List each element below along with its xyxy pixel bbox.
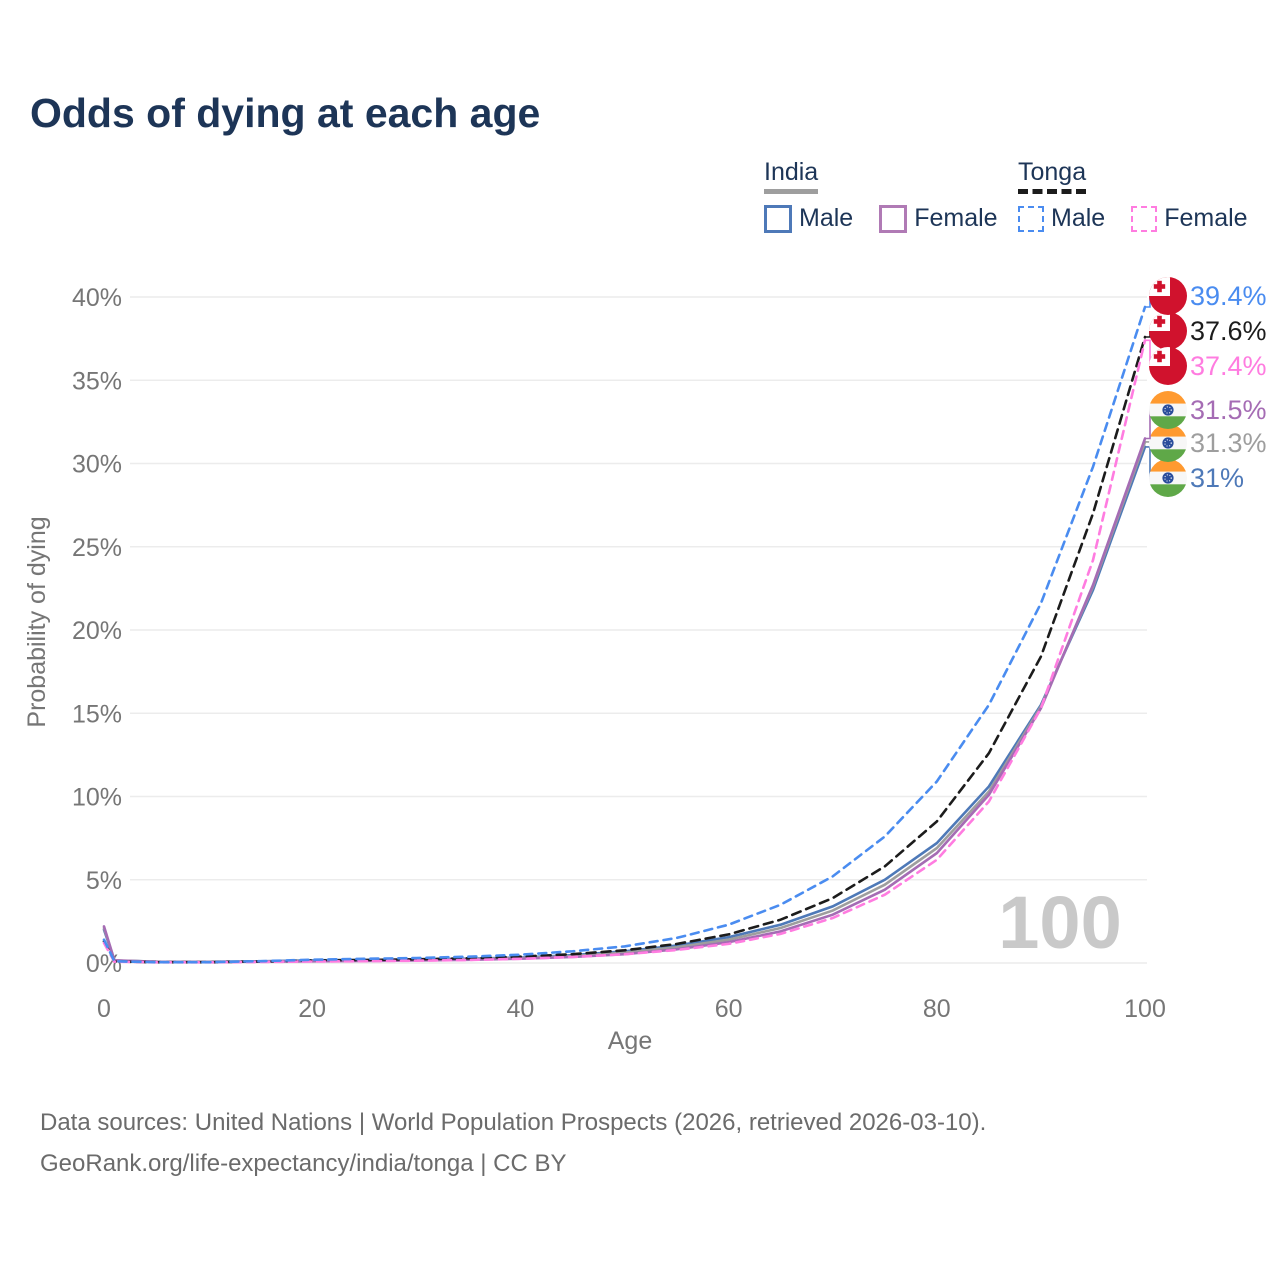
end-value-label-india-total: 31.3%	[1190, 428, 1267, 458]
series-line-india-female[interactable]	[102, 437, 1147, 964]
x-tick-label-100: 100	[1124, 995, 1166, 1023]
age-watermark: 100	[998, 881, 1121, 964]
end-value-label-tonga-total: 37.6%	[1190, 316, 1267, 346]
x-tick-label-60: 60	[715, 995, 743, 1023]
legend-label-india-male: Male	[799, 204, 854, 232]
end-value-label-tonga-male: 39.4%	[1190, 281, 1267, 311]
series-line-india-total[interactable]	[102, 440, 1147, 964]
data-sources-text: Data sources: United Nations | World Pop…	[40, 1109, 987, 1136]
footer: Data sources: United Nations | World Pop…	[40, 1102, 986, 1184]
y-tick-label-0: 0%	[86, 950, 122, 978]
x-axis-title: Age	[608, 1027, 652, 1055]
y-tick-label-40: 40%	[72, 284, 122, 312]
series-line-tonga-male[interactable]	[102, 305, 1147, 964]
series-line-india-male[interactable]	[102, 445, 1147, 964]
page-title: Odds of dying at each age	[30, 90, 541, 136]
x-tick-label-40: 40	[506, 995, 534, 1023]
x-tick-label-80: 80	[923, 995, 951, 1023]
y-tick-label-15: 15%	[72, 700, 122, 728]
india-flag-icon	[1149, 459, 1187, 497]
legend-swatch-india-male	[764, 204, 792, 233]
x-tick-label-0: 0	[97, 995, 111, 1023]
series-line-tonga-total[interactable]	[102, 335, 1147, 964]
legend-label-india-female: Female	[914, 204, 998, 232]
india-flag-icon	[1149, 391, 1187, 429]
legend-item-india-male[interactable]: Male	[764, 204, 853, 233]
y-tick-label-10: 10%	[72, 784, 122, 812]
legend-group-india: India Male Female	[764, 158, 998, 233]
legend-label-tonga-male: Male	[1051, 204, 1106, 232]
tonga-flag-icon	[1149, 277, 1187, 315]
y-tick-label-5: 5%	[86, 867, 122, 895]
legend-country-india[interactable]: India	[764, 158, 819, 194]
x-tick-label-20: 20	[298, 995, 326, 1023]
y-tick-label-35: 35%	[72, 367, 122, 395]
y-tick-label-25: 25%	[72, 534, 122, 562]
y-axis-title: Probability of dying	[23, 516, 51, 727]
tonga-flag-icon	[1149, 312, 1187, 350]
india-flag-icon	[1149, 424, 1187, 462]
y-tick-label-20: 20%	[72, 617, 122, 645]
legend-label-tonga-female: Female	[1164, 204, 1248, 232]
end-value-label-tonga-female: 37.4%	[1190, 351, 1267, 381]
tonga-flag-icon	[1149, 347, 1187, 385]
legend-country-tonga[interactable]: Tonga	[1018, 158, 1087, 194]
legend-item-india-female[interactable]: Female	[879, 204, 998, 233]
end-value-label-india-male: 31%	[1190, 463, 1244, 493]
legend-item-tonga-male[interactable]: Male	[1018, 204, 1105, 233]
legend-swatch-tonga-male	[1018, 205, 1044, 232]
attribution-text: GeoRank.org/life-expectancy/india/tonga …	[40, 1150, 567, 1177]
legend-row-tonga: Male Female	[1018, 204, 1248, 233]
legend-swatch-tonga-female	[1131, 205, 1158, 232]
legend-row-india: Male Female	[764, 204, 998, 233]
legend-group-tonga: Tonga Male Female	[1018, 158, 1248, 233]
legend-item-tonga-female[interactable]: Female	[1131, 204, 1248, 233]
series-line-tonga-female[interactable]	[102, 339, 1147, 964]
y-tick-label-30: 30%	[72, 451, 122, 479]
legend-swatch-india-female	[879, 204, 908, 233]
end-value-label-india-female: 31.5%	[1190, 395, 1267, 425]
